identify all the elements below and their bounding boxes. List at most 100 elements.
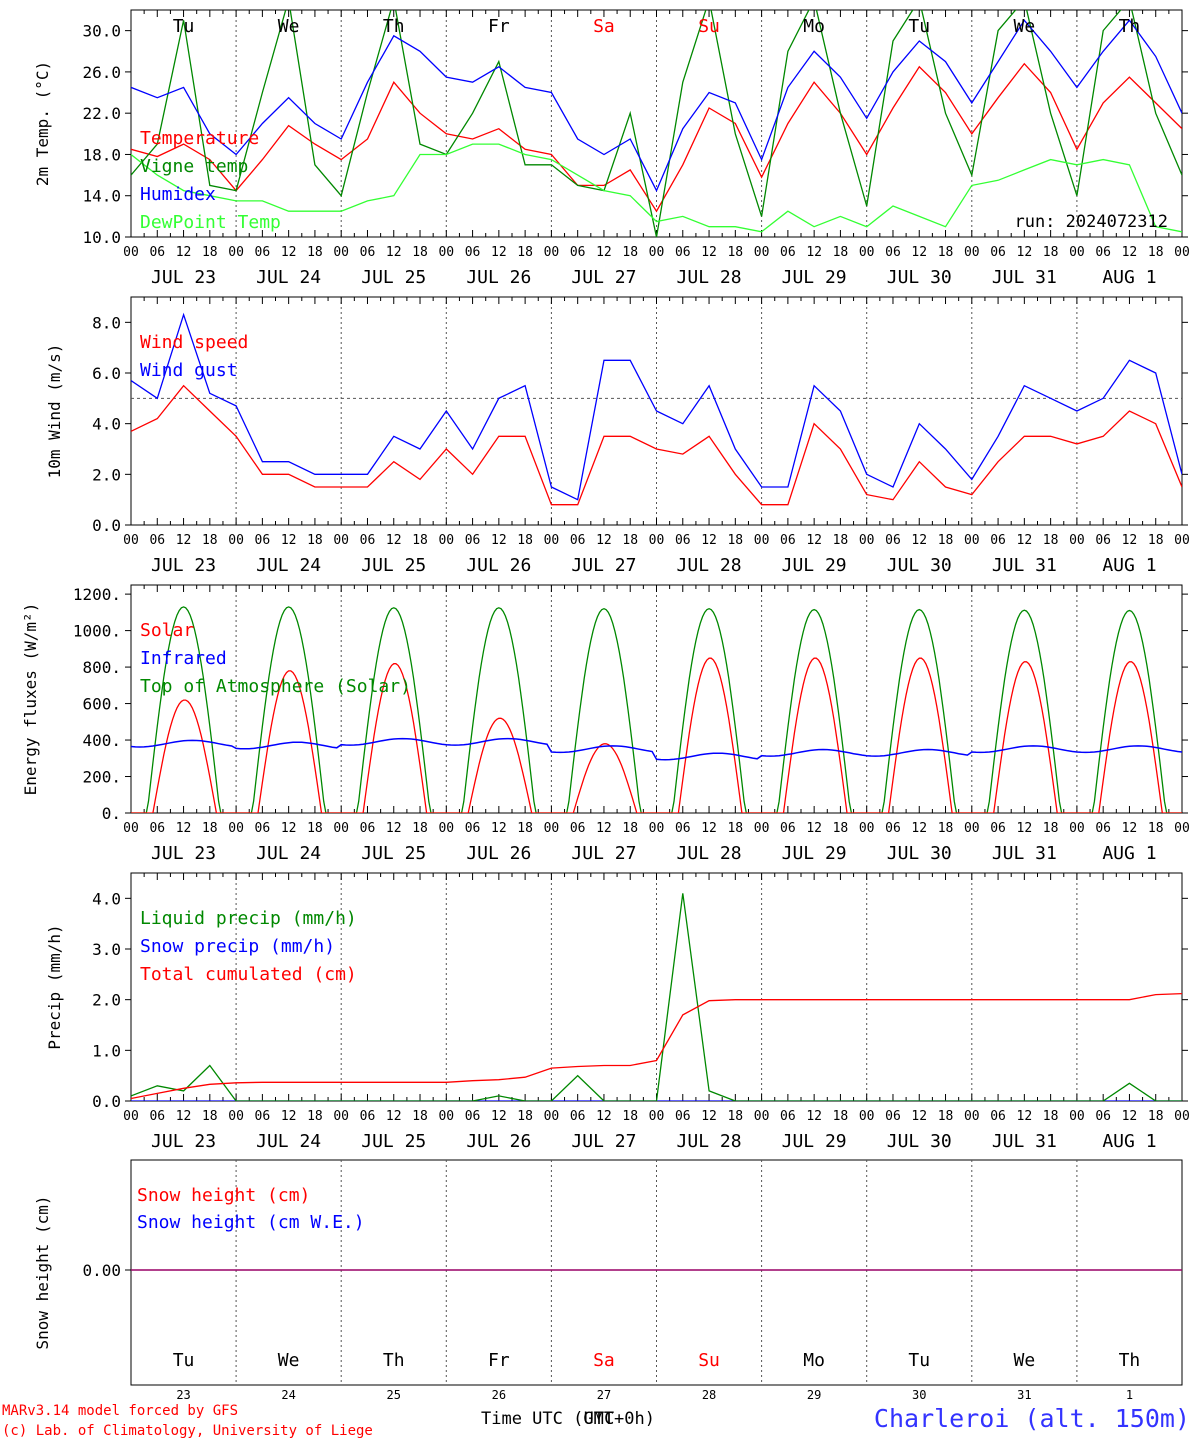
x-hour-label: 18 xyxy=(833,533,849,548)
x-hour-label: 06 xyxy=(255,1109,271,1124)
x-hour-label: 06 xyxy=(570,533,586,548)
legend-entry: Humidex xyxy=(140,184,216,205)
x-hour-label: 18 xyxy=(938,533,954,548)
toa-solar-line xyxy=(131,606,1182,813)
x-hour-label: 00 xyxy=(649,1109,665,1124)
panel-content: 30.026.022.018.014.010.02m Temp. (°C)Tu W… xyxy=(21,10,1190,1402)
y-tick-label: 14.0 xyxy=(82,187,121,206)
x-date-label: JUL 31 xyxy=(992,555,1057,576)
x-hour-label: 12 xyxy=(491,245,507,260)
x-hour-label: 06 xyxy=(990,533,1006,548)
x-hour-label: 06 xyxy=(1095,1109,1111,1124)
x-date-label: JUL 30 xyxy=(887,843,952,864)
x-hour-label: 12 xyxy=(1122,1109,1138,1124)
weekday-label: We xyxy=(1014,16,1036,37)
x-hour-label: 18 xyxy=(1043,1109,1059,1124)
y-tick-label: 0.0 xyxy=(92,1092,121,1111)
x-hour-label: 00 xyxy=(228,821,244,836)
x-date-label: JUL 23 xyxy=(151,555,216,576)
x-date-label: JUL 26 xyxy=(466,555,531,576)
x-hour-label: 06 xyxy=(990,245,1006,260)
weekday-label: We xyxy=(278,1350,300,1371)
x-date-label: JUL 29 xyxy=(782,1131,847,1152)
x-hour-label: 18 xyxy=(202,821,218,836)
y-tick-label: 0.0 xyxy=(92,516,121,535)
x-date-label: AUG 1 xyxy=(1102,843,1156,864)
x-hour-label: 06 xyxy=(675,245,691,260)
x-hour-label: 12 xyxy=(176,1109,192,1124)
x-date-label: AUG 1 xyxy=(1102,555,1156,576)
x-hour-label: 00 xyxy=(1069,1109,1085,1124)
y-tick-label: 400. xyxy=(82,731,121,750)
x-hour-label: 00 xyxy=(1069,245,1085,260)
x-hour-label: 12 xyxy=(701,245,717,260)
x-hour-label: 00 xyxy=(228,533,244,548)
x-hour-label: 06 xyxy=(780,1109,796,1124)
x-hour-label: 18 xyxy=(833,1109,849,1124)
x-hour-label: 12 xyxy=(386,245,402,260)
legend-entry: Wind speed xyxy=(140,332,248,353)
x-hour-label: 00 xyxy=(754,245,770,260)
x-hour-label: 06 xyxy=(675,1109,691,1124)
weekday-label: Su xyxy=(698,16,720,37)
x-hour-label: 18 xyxy=(307,1109,323,1124)
x-hour-label: 06 xyxy=(990,1109,1006,1124)
x-hour-label: 00 xyxy=(964,821,980,836)
x-hour-label: 12 xyxy=(701,1109,717,1124)
x-hour-label: 12 xyxy=(491,821,507,836)
x-hour-label: 06 xyxy=(465,821,481,836)
x-hour-label: 06 xyxy=(465,1109,481,1124)
x-date-label: JUL 27 xyxy=(571,1131,636,1152)
x-hour-label: 00 xyxy=(123,1109,139,1124)
x-hour-label: 00 xyxy=(859,245,875,260)
x-hour-label: 00 xyxy=(1069,533,1085,548)
x-hour-label: 06 xyxy=(360,821,376,836)
x-hour-label: 12 xyxy=(806,245,822,260)
x-date-label: JUL 25 xyxy=(361,843,426,864)
x-date-label: JUL 23 xyxy=(151,1131,216,1152)
x-hour-label: 00 xyxy=(1174,245,1190,260)
x-hour-label: 06 xyxy=(360,533,376,548)
x-hour-label: 18 xyxy=(1148,533,1164,548)
x-hour-label: 00 xyxy=(438,821,454,836)
run-label: run: 2024072312 xyxy=(1014,212,1168,232)
y-tick-label: 6.0 xyxy=(92,364,121,383)
weekday-label: We xyxy=(278,16,300,37)
wind-gust-line xyxy=(131,312,1182,501)
x-hour-label: 12 xyxy=(1122,245,1138,260)
x-date-label: JUL 29 xyxy=(782,843,847,864)
x-hour-label: 12 xyxy=(806,533,822,548)
footer-credit-lab: (c) Lab. of Climatology, University of L… xyxy=(2,1423,373,1439)
x-hour-label: 06 xyxy=(149,533,165,548)
day-number-label: 23 xyxy=(176,1388,190,1402)
solar-line xyxy=(131,657,1182,813)
day-number-label: 30 xyxy=(912,1388,926,1402)
x-hour-label: 12 xyxy=(386,1109,402,1124)
x-hour-label: 00 xyxy=(1174,533,1190,548)
x-hour-label: 18 xyxy=(727,1109,743,1124)
weekday-label: Tu xyxy=(173,1350,195,1371)
x-hour-label: 12 xyxy=(491,1109,507,1124)
day-number-label: 24 xyxy=(281,1388,295,1402)
y-tick-label: 26.0 xyxy=(82,63,121,82)
x-date-label: JUL 29 xyxy=(782,555,847,576)
x-hour-label: 18 xyxy=(833,821,849,836)
x-date-label: JUL 23 xyxy=(151,843,216,864)
x-hour-label: 00 xyxy=(649,245,665,260)
x-hour-label: 12 xyxy=(281,245,297,260)
x-hour-label: 00 xyxy=(1174,1109,1190,1124)
cumulated-precip-line xyxy=(131,992,1182,1100)
y-tick-label: 1.0 xyxy=(92,1041,121,1060)
x-hour-label: 06 xyxy=(1095,245,1111,260)
x-date-label: JUL 25 xyxy=(361,1131,426,1152)
x-date-label: JUL 26 xyxy=(466,267,531,288)
temp-series-2 xyxy=(131,10,1182,237)
x-hour-label: 18 xyxy=(1148,1109,1164,1124)
x-hour-label: 00 xyxy=(649,821,665,836)
x-date-label: JUL 30 xyxy=(887,267,952,288)
x-hour-label: 12 xyxy=(911,821,927,836)
x-date-label: JUL 25 xyxy=(361,267,426,288)
x-date-label: JUL 25 xyxy=(361,555,426,576)
x-date-label: JUL 28 xyxy=(677,1131,742,1152)
x-hour-label: 00 xyxy=(859,533,875,548)
